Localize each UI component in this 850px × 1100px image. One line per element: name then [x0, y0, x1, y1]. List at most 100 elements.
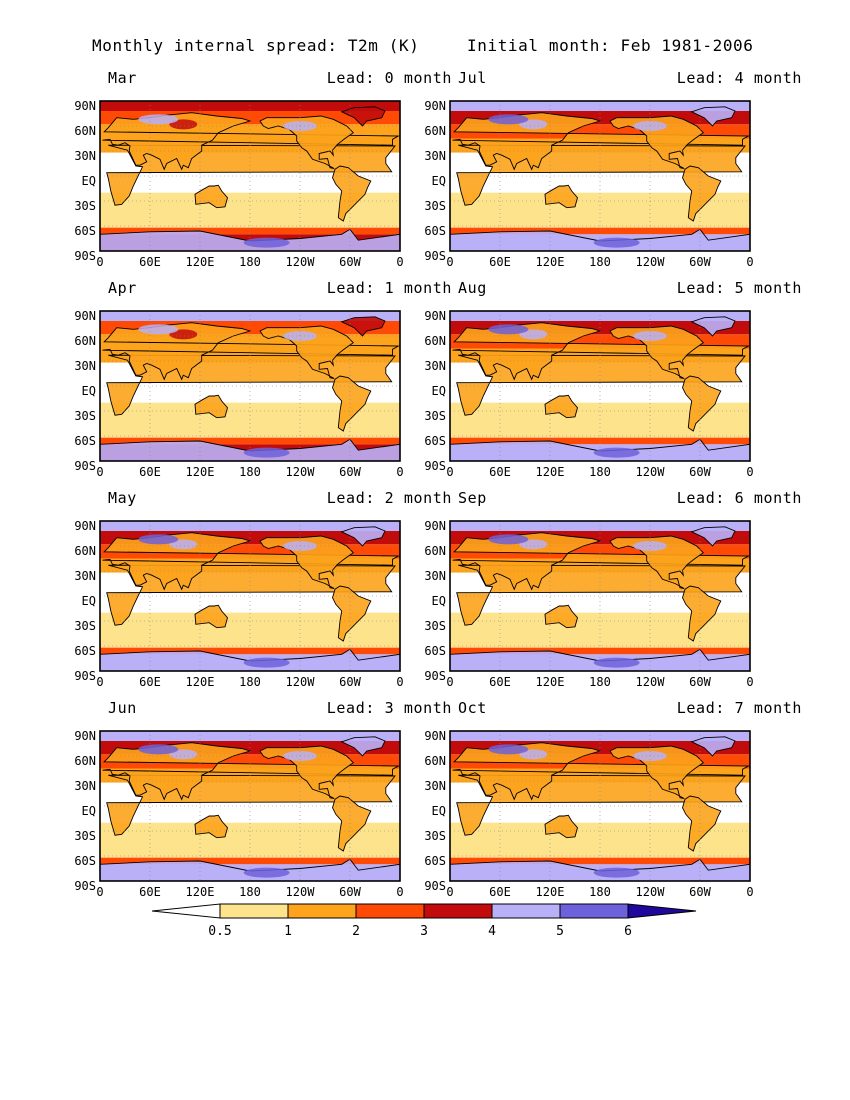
continent-australia [194, 814, 228, 839]
spread-hotspot [138, 324, 179, 335]
figure-subtitle: Initial month: Feb 1981-2006 [467, 36, 754, 55]
lat-tick-label: EQ [431, 384, 446, 398]
lat-tick-label: EQ [81, 174, 96, 188]
lat-tick-label: 60S [74, 434, 96, 448]
map-frame [99, 100, 401, 252]
continent-namerica [609, 325, 704, 379]
lon-tick-label: 120W [285, 885, 315, 899]
spread-band [100, 647, 400, 655]
lon-tick-label: 120E [535, 885, 565, 899]
colorbar-low-arrow [152, 903, 221, 919]
map-panel-may: May Lead: 2 month 90N 60N 30N EQ 30S 60S 90S 0 60E… [74, 489, 460, 703]
lat-tick-label: 30N [424, 149, 446, 163]
lon-tick-label: 120E [535, 675, 565, 689]
lat-tick-label: 90N [74, 519, 96, 533]
panel-month-label: Aug [458, 279, 487, 297]
lon-tick-label: 60W [689, 885, 711, 899]
lon-tick-label: 0 [446, 885, 454, 899]
continent-samerica [332, 165, 372, 222]
lat-tick-label: 90S [424, 879, 446, 893]
spread-hotspot [169, 329, 198, 340]
lon-tick-label: 0 [446, 255, 454, 269]
continent-namerica [259, 325, 354, 379]
continent-greenland [340, 106, 386, 127]
lat-tick-label: 90S [74, 669, 96, 683]
lon-tick-label: 60W [689, 465, 711, 479]
lat-tick-label: 60N [424, 754, 446, 768]
lat-tick-label: 90S [74, 459, 96, 473]
lon-tick-label: 0 [96, 675, 104, 689]
colorbar-swatch [491, 903, 561, 919]
lat-tick-label: 30S [424, 199, 446, 213]
colorbar-tick-label: 0.5 [208, 924, 232, 939]
colorbar-swatch [423, 903, 493, 919]
continent-greenland [690, 106, 736, 127]
lon-tick-label: 0 [746, 675, 754, 689]
spread-hotspot [138, 744, 179, 755]
colorbar-tick-label: 5 [556, 924, 564, 939]
lat-tick-label: 60S [424, 224, 446, 238]
spread-band [100, 227, 400, 235]
continent-australia [194, 184, 228, 209]
map-frame [99, 310, 401, 462]
continent-greenland [690, 526, 736, 547]
lon-tick-label: 60W [689, 675, 711, 689]
lon-tick-label: 60W [689, 255, 711, 269]
colorbar-swatch [219, 903, 289, 919]
lon-tick-label: 60E [139, 675, 161, 689]
lat-tick-label: 30N [74, 779, 96, 793]
spread-band [450, 822, 750, 846]
spread-band [450, 192, 750, 216]
continent-namerica [609, 745, 704, 799]
colorbar-tick-label: 4 [488, 924, 496, 939]
lat-tick-label: 30S [74, 619, 96, 633]
panel-month-label: Jun [108, 699, 137, 717]
lat-tick-label: 30S [74, 409, 96, 423]
map-panel-mar: Mar Lead: 0 month 90N 60N 30N EQ 30S 60S 90S 0 60E… [74, 69, 460, 283]
lon-tick-label: 60W [339, 255, 361, 269]
panel-lead-label: Lead: 1 month [326, 279, 452, 297]
lon-tick-label: 0 [96, 255, 104, 269]
map-panel-aug: Aug Lead: 5 month 90N 60N 30N EQ 30S 60S 90S 0 60E… [424, 279, 810, 493]
continent-australia [544, 604, 578, 629]
colorbar-swatch [287, 903, 357, 919]
panel-month-label: Sep [458, 489, 487, 507]
lat-tick-label: 60S [74, 224, 96, 238]
lon-tick-label: 120W [635, 255, 665, 269]
lat-tick-label: EQ [431, 804, 446, 818]
colorbar-high-arrow [627, 903, 697, 919]
lat-tick-label: 60S [74, 644, 96, 658]
lon-tick-label: 0 [746, 465, 754, 479]
lat-tick-label: 90S [424, 249, 446, 263]
lat-tick-label: 30N [74, 569, 96, 583]
continent-samerica [682, 375, 722, 432]
lat-tick-label: EQ [431, 174, 446, 188]
lon-tick-label: 120E [185, 255, 215, 269]
lat-tick-label: EQ [431, 594, 446, 608]
spread-hotspot [593, 447, 640, 458]
map-frame [449, 520, 751, 672]
lon-tick-label: 60E [139, 885, 161, 899]
continent-samerica [332, 795, 372, 852]
lon-tick-label: 0 [96, 465, 104, 479]
lon-tick-label: 180 [239, 885, 261, 899]
lon-tick-label: 0 [96, 885, 104, 899]
panel-lead-label: Lead: 4 month [676, 69, 802, 87]
lon-tick-label: 60E [489, 885, 511, 899]
lon-tick-label: 60E [489, 255, 511, 269]
spread-hotspot [243, 237, 290, 248]
lon-tick-label: 180 [589, 885, 611, 899]
lat-tick-label: 90N [424, 99, 446, 113]
lon-tick-label: 120E [185, 885, 215, 899]
lat-tick-label: 60S [424, 644, 446, 658]
spread-band [450, 437, 750, 445]
colorbar-tick-label: 6 [624, 924, 632, 939]
continent-australia [544, 184, 578, 209]
lon-tick-label: 180 [239, 465, 261, 479]
continent-australia [544, 394, 578, 419]
panel-month-label: May [108, 489, 137, 507]
panel-month-label: Oct [458, 699, 487, 717]
spread-hotspot [243, 867, 290, 878]
lon-tick-label: 0 [746, 255, 754, 269]
map-panel-jun: Jun Lead: 3 month 90N 60N 30N EQ 30S 60S 90S 0 60E… [74, 699, 460, 913]
